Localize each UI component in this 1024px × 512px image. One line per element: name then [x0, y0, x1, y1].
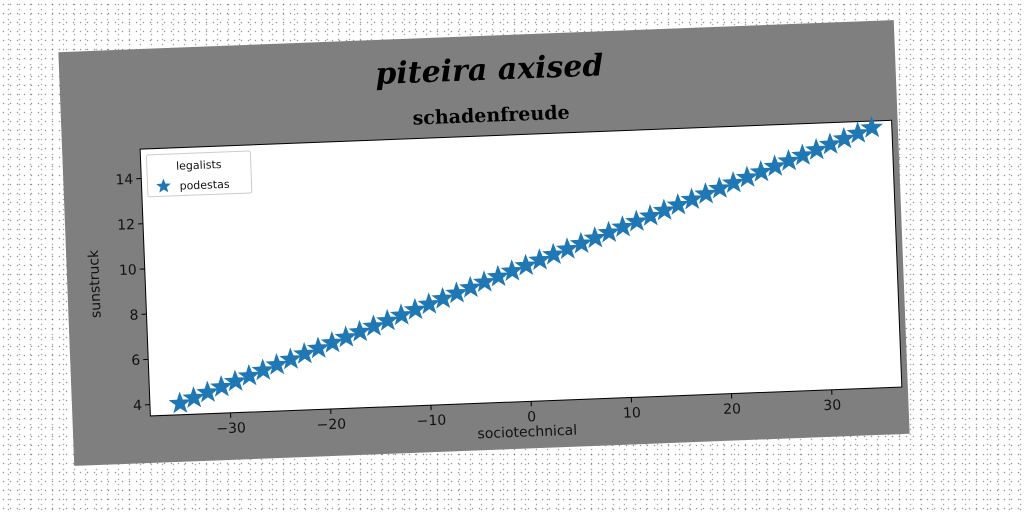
y-tick-label: 12	[117, 217, 135, 234]
data-point-star	[666, 193, 690, 215]
y-tick-label: 14	[115, 172, 134, 189]
data-point-star	[334, 325, 358, 348]
data-point-star	[749, 160, 773, 182]
data-point-star	[722, 171, 745, 193]
y-tick-label: 10	[119, 262, 137, 279]
data-point-star	[445, 281, 468, 304]
data-point-star	[832, 126, 856, 149]
data-point-star	[472, 270, 496, 293]
data-point-star	[265, 353, 289, 375]
x-tick-label: 20	[723, 401, 741, 418]
x-axis-label: sociotechnical	[477, 423, 577, 443]
legend: legalists podestas	[145, 150, 253, 198]
data-point-star	[763, 154, 787, 177]
data-point-star	[791, 143, 814, 166]
data-point-star	[708, 176, 731, 199]
data-point-star	[528, 248, 551, 271]
x-tick-label: −30	[216, 420, 246, 437]
data-point-star	[542, 242, 565, 265]
data-point-star	[639, 204, 662, 226]
data-point-star	[611, 215, 634, 237]
legend-box	[145, 150, 253, 198]
x-tick-label: 30	[823, 397, 841, 414]
figure-suptitle: piteira axised	[375, 48, 604, 92]
chart-figure: piteira axised schadenfreude −30 −20 −10 0 1…	[58, 20, 910, 466]
data-point-star	[306, 336, 330, 359]
data-point-star	[680, 187, 704, 210]
x-tick-label: −20	[316, 416, 346, 433]
data-point-star	[196, 380, 219, 403]
data-point-star	[376, 308, 399, 331]
legend-entry-podestas: podestas	[179, 178, 230, 193]
x-tick-label: −10	[416, 413, 446, 430]
data-point-star	[805, 137, 828, 160]
y-tick-label: 4	[133, 398, 143, 414]
data-point-star	[431, 286, 455, 309]
y-axis-ticks: 4 6 8 10 12 14	[115, 172, 150, 414]
legend-title: legalists	[176, 158, 222, 173]
data-point-star	[486, 264, 510, 287]
y-tick-label: 8	[129, 307, 139, 323]
y-axis-label: sunstruck	[86, 249, 105, 319]
data-point-star	[237, 364, 261, 386]
data-point-star	[362, 314, 385, 337]
data-point-star	[569, 231, 593, 254]
data-point-star	[251, 358, 275, 381]
data-point-star	[860, 115, 883, 138]
x-tick-label: 10	[623, 405, 641, 422]
y-tick-label: 6	[131, 353, 141, 369]
scatter-chart: piteira axised schadenfreude −30 −20 −10 0 1…	[86, 48, 903, 443]
data-point-star	[514, 253, 538, 276]
data-point-star	[652, 198, 676, 221]
data-point-star	[210, 375, 233, 397]
x-axis-ticks: −30 −20 −10 0 10 20 30	[216, 389, 842, 437]
x-tick-label: 0	[527, 409, 537, 425]
data-point-star	[500, 259, 524, 282]
data-point-star	[403, 297, 427, 320]
data-point-star	[555, 237, 579, 259]
data-point-star	[168, 391, 192, 414]
data-point-star	[223, 369, 247, 392]
data-point-star	[818, 132, 842, 155]
data-point-star	[735, 165, 759, 188]
data-point-star	[389, 303, 413, 326]
chart-title: schadenfreude	[412, 102, 570, 130]
data-point-star	[182, 386, 206, 408]
data-point-star	[348, 319, 372, 342]
legend-marker-star-icon	[156, 178, 171, 193]
data-point-star	[459, 275, 482, 298]
data-point-star	[293, 341, 316, 364]
series-podestas-points	[168, 115, 883, 414]
data-point-star	[417, 292, 441, 315]
data-point-star	[777, 149, 800, 171]
data-point-star	[583, 226, 607, 248]
data-point-star	[597, 220, 621, 243]
data-point-star	[625, 209, 648, 232]
data-point-star	[279, 347, 302, 370]
data-point-star	[694, 182, 717, 204]
data-point-star	[846, 121, 870, 144]
data-point-star	[320, 330, 344, 353]
